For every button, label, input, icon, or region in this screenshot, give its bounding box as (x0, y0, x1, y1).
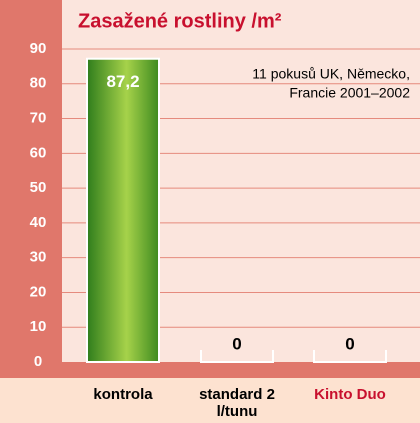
annotation: 11 pokusů UK, Německo, (252, 66, 410, 82)
value-label: 0 (232, 334, 241, 353)
y-tick-label: 30 (30, 249, 47, 266)
y-tick-label: 50 (30, 179, 47, 196)
bar (313, 350, 387, 363)
y-tick-label: 20 (30, 283, 47, 300)
chart-title: Zasažené rostliny /m² (78, 10, 282, 32)
y-tick-label: 70 (30, 110, 47, 127)
x-tick-label: Kinto Duo (314, 386, 386, 403)
annotation: Francie 2001–2002 (289, 85, 410, 101)
y-tick-label: 60 (30, 144, 47, 161)
x-tick-label: kontrola (93, 386, 153, 403)
y-axis-band (0, 0, 62, 378)
value-label: 0 (345, 334, 354, 353)
y-tick-label: 0 (34, 353, 42, 370)
y-tick-label: 80 (30, 75, 47, 92)
y-tick-label: 10 (30, 318, 47, 335)
bar (200, 350, 274, 363)
x-axis-band (0, 362, 420, 378)
y-tick-label: 90 (30, 40, 47, 57)
value-label: 87,2 (106, 72, 139, 91)
y-tick-label: 40 (30, 214, 47, 231)
bar (86, 57, 160, 363)
x-tick-label: standard 2 l/tunu (199, 386, 275, 420)
